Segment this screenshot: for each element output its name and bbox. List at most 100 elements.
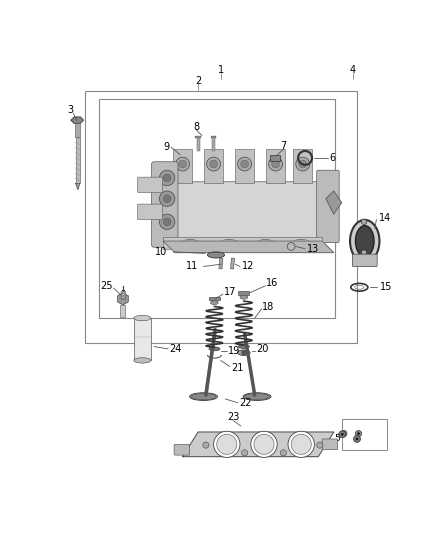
Bar (235, 149, 254, 183)
Circle shape (272, 160, 279, 168)
Circle shape (299, 160, 307, 168)
FancyBboxPatch shape (352, 254, 377, 266)
Bar (238, 291, 249, 295)
Circle shape (361, 219, 367, 224)
Circle shape (163, 218, 171, 225)
Bar (266, 149, 285, 183)
Text: 7: 7 (280, 141, 286, 151)
Text: 3: 3 (67, 105, 73, 115)
Circle shape (163, 174, 171, 182)
Circle shape (251, 431, 277, 457)
FancyArrowPatch shape (206, 333, 215, 392)
Ellipse shape (134, 358, 151, 363)
Ellipse shape (191, 393, 216, 400)
Circle shape (210, 160, 218, 168)
Ellipse shape (356, 225, 374, 256)
Ellipse shape (211, 301, 218, 304)
Circle shape (353, 435, 360, 442)
Circle shape (207, 157, 221, 171)
FancyBboxPatch shape (152, 161, 178, 247)
Ellipse shape (208, 252, 225, 258)
Bar (270, 155, 279, 161)
Ellipse shape (240, 295, 248, 299)
FancyBboxPatch shape (174, 445, 190, 455)
Ellipse shape (243, 393, 271, 400)
Circle shape (341, 431, 347, 437)
Bar (212, 137, 215, 151)
Circle shape (343, 432, 345, 435)
Text: 11: 11 (186, 262, 198, 271)
Circle shape (238, 157, 251, 171)
Polygon shape (71, 117, 83, 123)
Text: 23: 23 (227, 411, 239, 422)
Circle shape (357, 432, 360, 435)
Text: 20: 20 (256, 344, 268, 354)
Text: 9: 9 (163, 142, 170, 152)
Text: 8: 8 (194, 122, 200, 132)
Text: 18: 18 (262, 302, 275, 311)
Ellipse shape (245, 393, 269, 400)
Ellipse shape (254, 239, 277, 251)
Circle shape (296, 157, 310, 171)
Bar (85, 91, 357, 343)
Text: 16: 16 (266, 278, 279, 288)
Bar (134, 318, 151, 360)
Circle shape (356, 431, 362, 437)
Text: 6: 6 (330, 153, 336, 163)
Text: 14: 14 (379, 213, 391, 223)
Bar (163, 237, 322, 249)
Bar (209, 296, 220, 301)
Circle shape (159, 170, 175, 185)
Text: 4: 4 (350, 65, 356, 75)
FancyBboxPatch shape (162, 182, 324, 243)
Bar (204, 149, 223, 183)
Circle shape (203, 442, 209, 448)
Bar (230, 258, 234, 269)
Text: 15: 15 (380, 282, 392, 292)
Text: 2: 2 (195, 76, 201, 86)
Circle shape (288, 431, 314, 457)
Bar (75, 123, 80, 137)
Text: 1: 1 (218, 65, 224, 75)
Circle shape (241, 450, 248, 456)
Ellipse shape (179, 239, 202, 251)
Text: 12: 12 (242, 262, 254, 271)
Bar (120, 291, 125, 299)
Text: 10: 10 (155, 247, 167, 257)
Polygon shape (326, 191, 342, 214)
Bar (219, 258, 223, 269)
Text: 17: 17 (224, 287, 236, 297)
Circle shape (241, 350, 246, 355)
Circle shape (361, 250, 367, 255)
Polygon shape (76, 183, 80, 189)
FancyBboxPatch shape (322, 439, 338, 450)
Text: 13: 13 (307, 244, 320, 254)
Circle shape (159, 191, 175, 206)
Polygon shape (183, 432, 334, 457)
Ellipse shape (238, 350, 250, 356)
FancyBboxPatch shape (317, 170, 339, 243)
Bar (120, 305, 125, 317)
FancyBboxPatch shape (138, 204, 162, 220)
Bar (197, 137, 200, 151)
Circle shape (241, 160, 248, 168)
Text: 24: 24 (170, 344, 182, 354)
Ellipse shape (238, 345, 249, 349)
Circle shape (268, 157, 283, 171)
Bar (99, 99, 335, 318)
FancyBboxPatch shape (138, 177, 162, 192)
Circle shape (356, 438, 358, 440)
Ellipse shape (218, 239, 241, 251)
Text: 5: 5 (335, 434, 340, 443)
Circle shape (280, 450, 286, 456)
Circle shape (176, 157, 190, 171)
Circle shape (291, 434, 311, 454)
Circle shape (254, 434, 274, 454)
Text: 21: 21 (231, 363, 244, 373)
Circle shape (159, 214, 175, 230)
Text: 19: 19 (228, 346, 240, 356)
Polygon shape (163, 241, 334, 253)
Circle shape (341, 433, 343, 435)
Ellipse shape (290, 239, 313, 251)
Text: 25: 25 (100, 281, 113, 290)
